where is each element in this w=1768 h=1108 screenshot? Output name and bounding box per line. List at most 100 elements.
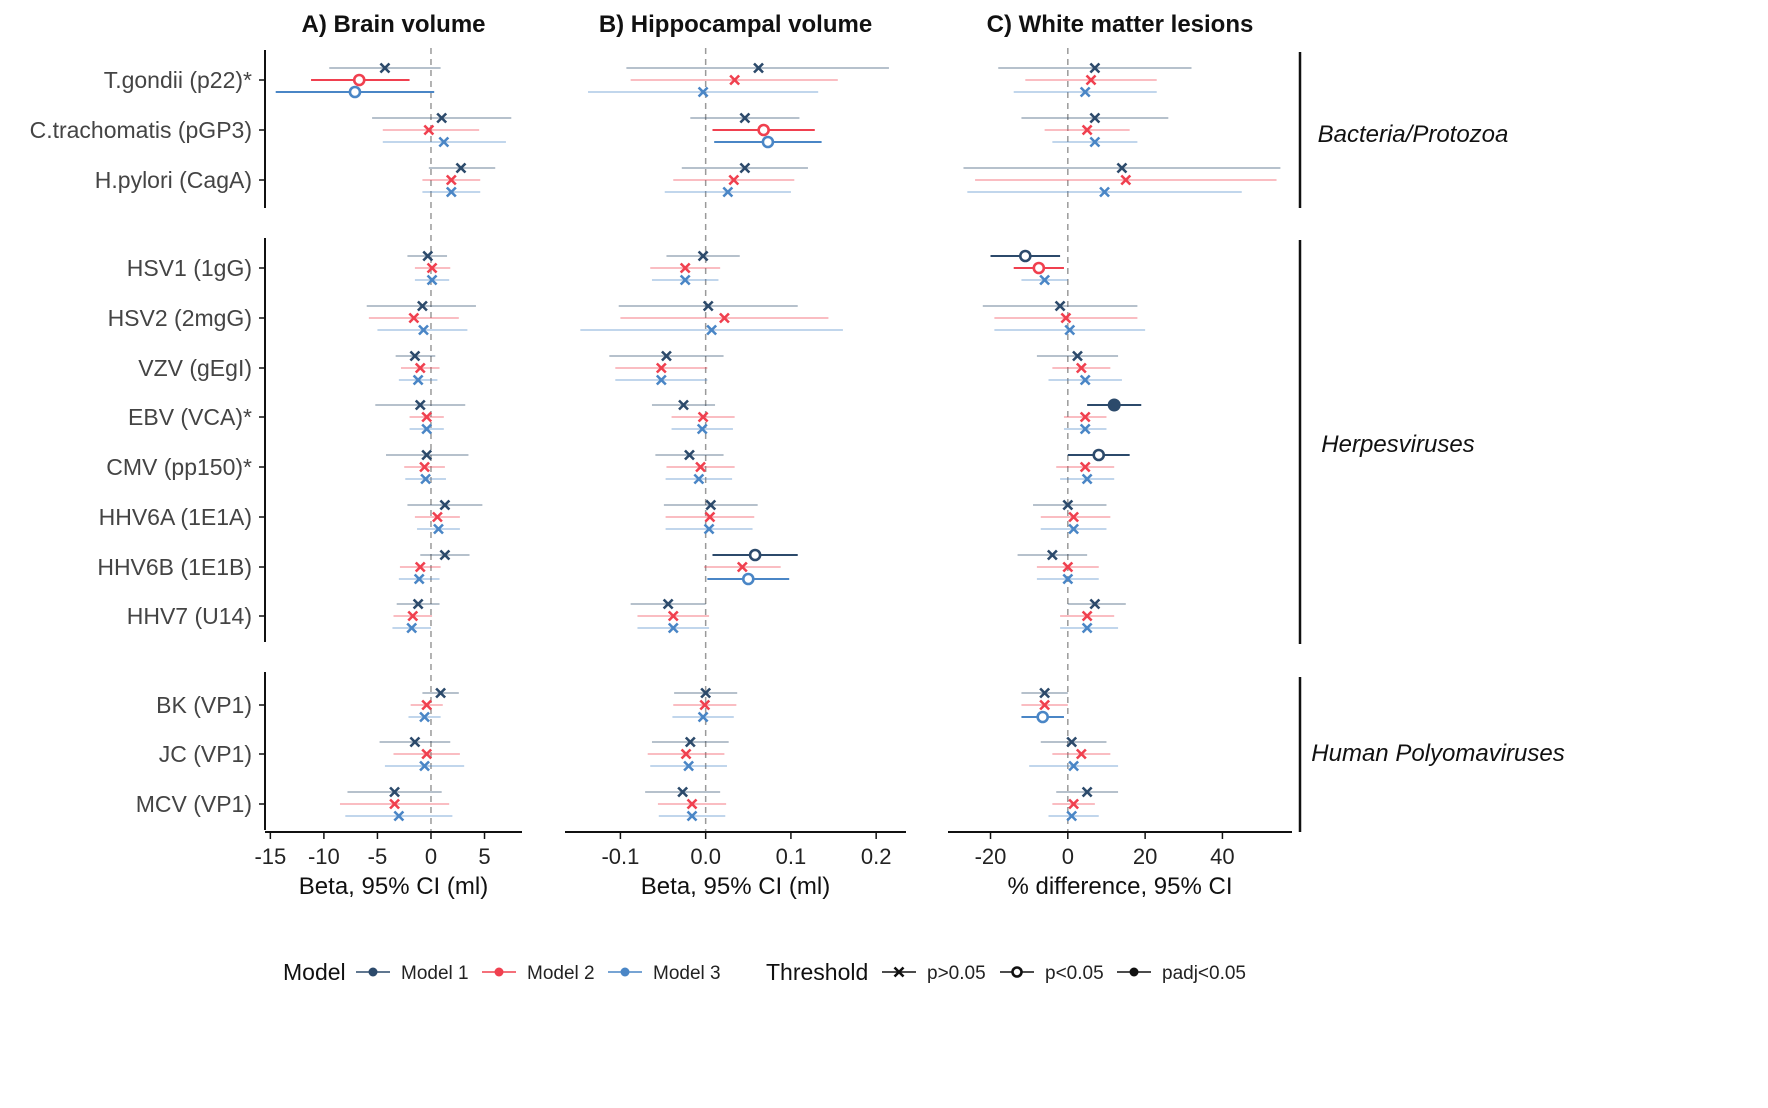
point-estimate xyxy=(406,622,418,634)
point-estimate xyxy=(1060,312,1072,324)
x-tick-label: 40 xyxy=(1210,844,1234,869)
point-estimate xyxy=(1079,86,1091,98)
point-estimate xyxy=(736,561,748,573)
point-estimate xyxy=(1039,699,1051,711)
point-estimate xyxy=(655,374,667,386)
point-estimate xyxy=(421,411,433,423)
point-estimate xyxy=(684,449,695,461)
point-estimate xyxy=(1089,598,1101,610)
point-estimate xyxy=(1062,499,1074,511)
point-estimate xyxy=(389,786,400,798)
point-estimate xyxy=(1019,249,1032,263)
point-estimate xyxy=(379,62,391,74)
legend-threshold-label: p<0.05 xyxy=(1045,963,1104,984)
point-estimate xyxy=(439,499,451,511)
point-estimate xyxy=(416,300,428,312)
row-label: HSV1 (1gG) xyxy=(127,255,252,281)
point-estimate xyxy=(699,699,711,711)
point-estimate xyxy=(455,162,467,174)
group-label: Herpesviruses xyxy=(1321,431,1474,458)
point-estimate xyxy=(728,174,740,186)
point-estimate xyxy=(1036,710,1049,724)
point-estimate xyxy=(418,324,429,336)
legend-threshold-symbol xyxy=(1129,967,1139,977)
point-estimate xyxy=(739,112,751,124)
legend-model-dot xyxy=(494,967,504,977)
point-estimate xyxy=(695,461,706,473)
point-estimate xyxy=(1089,112,1101,124)
row-label: CMV (pp150)* xyxy=(106,454,252,480)
panels-layer: A) Brain volume -15 -10 -5 0 5 Beta, 95% CI (m… xyxy=(254,11,1292,900)
legend-model-label: Model 1 xyxy=(401,963,469,984)
point-estimate xyxy=(1039,687,1051,699)
point-estimate xyxy=(753,62,764,74)
point-estimate xyxy=(729,74,741,86)
point-estimate xyxy=(761,135,775,149)
point-estimate xyxy=(684,736,696,748)
point-estimate xyxy=(1039,274,1051,286)
point-estimate xyxy=(697,250,709,262)
legend-model-dot xyxy=(620,967,630,977)
point-estimate xyxy=(1068,798,1080,810)
x-tick-label: 20 xyxy=(1133,844,1157,869)
point-estimate xyxy=(1062,561,1074,573)
point-estimate xyxy=(407,610,419,622)
point-estimate xyxy=(696,423,708,435)
panel-1: A) Brain volume -15 -10 -5 0 5 Beta, 95% CI (m… xyxy=(254,11,522,900)
point-estimate xyxy=(667,610,679,622)
point-estimate xyxy=(408,312,420,324)
point-estimate xyxy=(702,300,714,312)
point-estimate xyxy=(436,112,448,124)
point-estimate xyxy=(389,798,400,810)
point-estimate xyxy=(1054,300,1066,312)
row-label: JC (VP1) xyxy=(159,741,252,767)
legend-threshold-symbol xyxy=(1011,966,1023,978)
point-estimate xyxy=(748,548,762,562)
point-estimate xyxy=(1072,350,1083,362)
point-estimate xyxy=(426,262,438,274)
point-estimate xyxy=(419,461,430,473)
point-estimate xyxy=(739,162,751,174)
panel-title: A) Brain volume xyxy=(301,11,485,38)
group-brackets: Bacteria/Protozoa Herpesviruses Human Poly… xyxy=(1298,52,1565,832)
point-estimate xyxy=(414,362,426,374)
row-label: VZV (gEgI) xyxy=(138,355,252,381)
point-estimate xyxy=(433,523,444,535)
point-estimate xyxy=(393,810,405,822)
point-estimate xyxy=(1120,174,1132,186)
point-estimate xyxy=(1075,748,1087,760)
point-estimate xyxy=(757,123,770,137)
legend-threshold-symbol xyxy=(893,966,905,978)
x-tick-label: -0.1 xyxy=(601,844,639,869)
legend-threshold-title: Threshold xyxy=(766,959,868,985)
point-estimate xyxy=(706,324,718,336)
x-tick-label: -10 xyxy=(308,844,340,869)
point-estimate xyxy=(1081,786,1093,798)
group-label: Bacteria/Protozoa xyxy=(1318,121,1509,148)
point-estimate xyxy=(693,473,705,485)
x-tick-label: -15 xyxy=(254,844,286,869)
point-estimate xyxy=(1107,398,1121,412)
point-estimate xyxy=(1116,162,1128,174)
x-tick-label: 0 xyxy=(425,844,437,869)
point-estimate xyxy=(421,748,433,760)
x-tick-label: 5 xyxy=(478,844,490,869)
point-estimate xyxy=(423,124,435,136)
point-estimate xyxy=(435,687,447,699)
point-estimate xyxy=(679,262,691,274)
point-estimate xyxy=(419,760,430,772)
point-estimate xyxy=(1081,124,1093,136)
point-estimate xyxy=(438,136,450,148)
row-label: HHV7 (U14) xyxy=(127,603,252,629)
legend-threshold-label: padj<0.05 xyxy=(1162,963,1246,984)
panel-3: C) White matter lesions -20 0 20 40 % differe… xyxy=(948,11,1292,900)
x-axis-label: Beta, 95% CI (ml) xyxy=(299,873,488,900)
point-estimate xyxy=(445,174,457,186)
point-estimate xyxy=(421,699,433,711)
point-estimate xyxy=(1089,136,1101,148)
point-estimate xyxy=(426,274,438,286)
row-label: HHV6B (1E1B) xyxy=(97,554,252,580)
x-tick-label: 0.0 xyxy=(690,844,721,869)
legend-threshold-label: p>0.05 xyxy=(927,963,986,984)
legend-model-title: Model xyxy=(283,959,346,985)
